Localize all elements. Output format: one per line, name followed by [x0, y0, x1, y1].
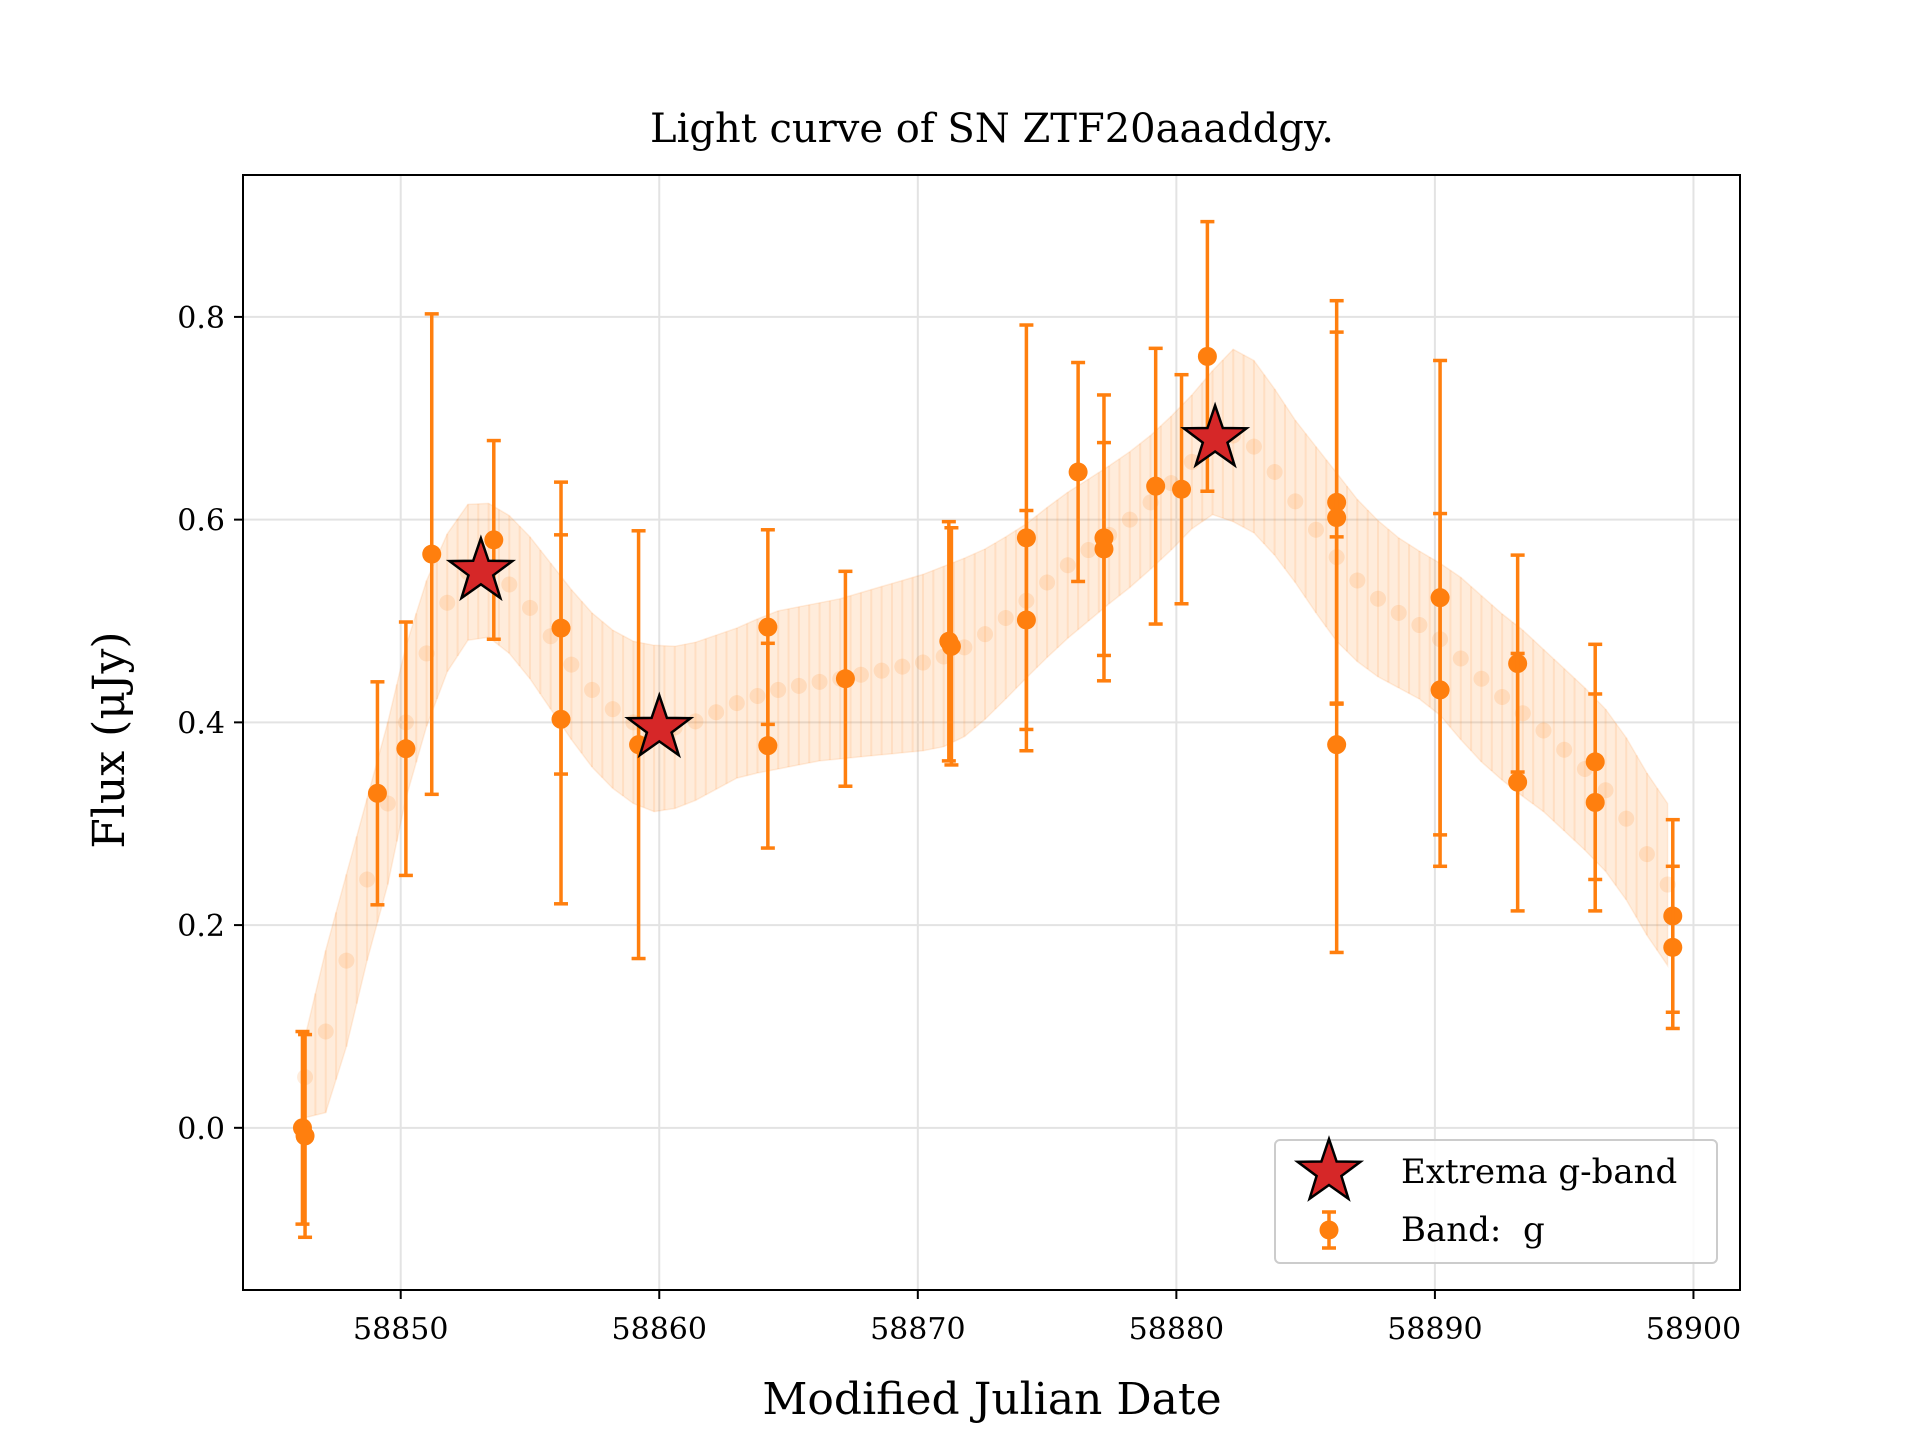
observation-point [835, 669, 855, 689]
observation-point [1146, 476, 1166, 496]
gp-mean-point [439, 594, 456, 611]
gp-mean-point [728, 695, 745, 712]
gp-mean-point [770, 681, 787, 698]
gp-mean-point [1307, 521, 1324, 538]
x-tick-label: 58860 [612, 1312, 707, 1347]
legend-extrema-star-icon [1293, 1135, 1365, 1202]
legend-box [1274, 1139, 1718, 1264]
observation-point [1663, 937, 1683, 957]
gp-mean-point [563, 656, 580, 673]
observation-point [1094, 539, 1114, 559]
gp-mean-point [1452, 650, 1469, 667]
y-tick-label: 0.6 [177, 504, 225, 539]
observation-point [941, 636, 961, 656]
gp-mean-point [1597, 782, 1614, 799]
x-axis-label: Modified Julian Date [762, 1374, 1221, 1425]
legend-star-shape [1293, 1135, 1365, 1202]
gp-mean-point [749, 688, 766, 705]
legend: Extrema g-band Band: g [1274, 1135, 1718, 1264]
gp-mean-point [914, 654, 931, 671]
gp-mean-point [521, 599, 538, 616]
observation-point [1327, 508, 1347, 528]
legend-extrema-label: Extrema g-band [1401, 1152, 1677, 1192]
gp-band-area [304, 348, 1669, 1119]
observation-point [1327, 735, 1347, 755]
observation-point [1172, 479, 1192, 499]
y-tick-label: 0.2 [177, 909, 225, 944]
extrema-markers [445, 401, 1251, 759]
gp-mean-point [1039, 574, 1056, 591]
gp-mean-point [1556, 741, 1573, 758]
gp-mean-point [977, 626, 994, 643]
gp-mean-point [501, 576, 518, 593]
observation-point [1430, 680, 1450, 700]
gp-mean-point [1121, 511, 1138, 528]
plot-frame [242, 174, 1741, 1291]
gp-mean-point [1370, 590, 1387, 607]
x-tick-label: 58900 [1646, 1312, 1741, 1347]
observation-point [1016, 610, 1036, 630]
gp-mean-point [687, 713, 704, 730]
gp-mean-point [1618, 810, 1635, 827]
observation-point [1508, 772, 1528, 792]
chart-title: Light curve of SN ZTF20aaaddgy. [650, 106, 1334, 152]
observation-point [1068, 462, 1088, 482]
band-g-observations [292, 219, 1683, 1240]
gp-mean-point [708, 704, 725, 721]
observation-point [422, 544, 442, 564]
observation-point [758, 736, 778, 756]
legend-band-marker-icon [1319, 1210, 1339, 1250]
gp-mean-point [1266, 463, 1283, 480]
gp-mean-point [1287, 493, 1304, 510]
gp-mean-point [1494, 689, 1511, 706]
observation-point [1585, 792, 1605, 812]
gp-mean-point [873, 662, 890, 679]
gp-mean-point [604, 701, 621, 718]
axis-ticks: 58850 58860 58870 58880 58890 58900 0.0 0.2 0.4 0… [177, 301, 1741, 1347]
observation-point [758, 617, 778, 637]
gp-mean-point [1411, 617, 1428, 634]
x-tick-label: 58880 [1129, 1312, 1224, 1347]
extrema-star-icon [445, 534, 517, 602]
observation-point [484, 530, 504, 550]
gp-mean-point [1245, 438, 1262, 455]
gp-mean-point [338, 952, 355, 969]
gp-mean-point [359, 871, 376, 888]
gp-mean-point [1390, 604, 1407, 621]
observation-point [551, 709, 571, 729]
gp-mean-point [1080, 542, 1097, 559]
gp-mean-point [1473, 670, 1490, 687]
y-tick-label: 0.4 [177, 706, 225, 741]
y-tick-label: 0.8 [177, 301, 225, 336]
gp-mean-point [894, 658, 911, 675]
y-axis-label: Flux (μJy) [84, 631, 135, 848]
extrema-star-icon [624, 691, 695, 759]
observation-point [1197, 346, 1217, 366]
gp-mean-point [1349, 572, 1366, 589]
gp-mean-point [1638, 846, 1655, 863]
gp-mean-point [997, 609, 1014, 626]
gp-mean-point [811, 673, 828, 690]
gp-mean-point [584, 681, 601, 698]
gp-mean-point [317, 1023, 334, 1040]
observation-point [367, 783, 387, 803]
x-tick-label: 58870 [870, 1312, 965, 1347]
x-tick-label: 58890 [1387, 1312, 1482, 1347]
gp-mean-point [1059, 557, 1076, 574]
observation-point [295, 1126, 315, 1146]
extrema-star-icon [1180, 401, 1251, 469]
y-tick-label: 0.0 [177, 1112, 225, 1147]
gp-mean-point [852, 666, 869, 683]
observation-point [396, 739, 416, 759]
gp-mean-point [790, 677, 807, 694]
legend-band-label: Band: g [1401, 1210, 1545, 1250]
x-tick-label: 58850 [353, 1312, 448, 1347]
legend-point [1319, 1220, 1339, 1240]
gp-mean-point [1535, 722, 1552, 739]
